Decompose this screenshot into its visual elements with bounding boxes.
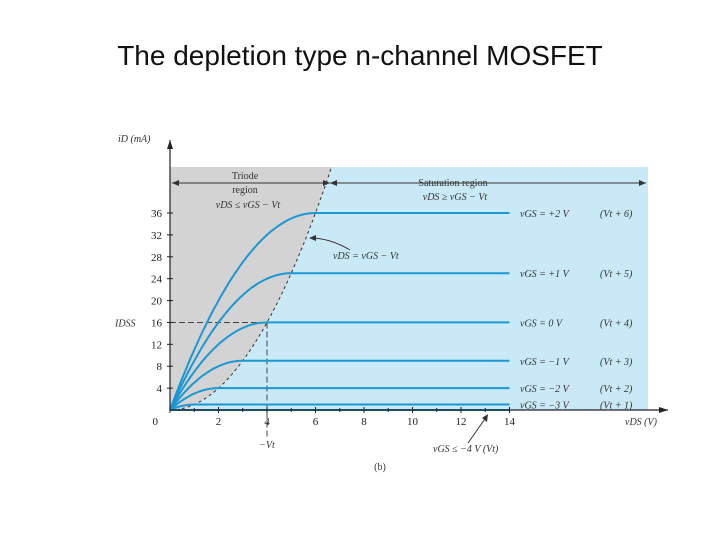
x-tick-label-6: 6 xyxy=(313,416,319,428)
chart-axes xyxy=(167,140,668,413)
y-tick-label-4: 4 xyxy=(157,383,163,395)
boundary-pointer-head xyxy=(309,235,316,241)
series-curve-3 xyxy=(169,321,510,411)
slide-title: The depletion type n-channel MOSFET xyxy=(117,40,603,71)
series-vt-label-4: (Vt + 3) xyxy=(600,357,633,368)
neg-vt-label: −Vt xyxy=(259,440,275,451)
x-axis-title: vDS (V) xyxy=(625,417,658,428)
saturation-arrowhead-right xyxy=(639,180,646,186)
y-tick-label-28: 28 xyxy=(151,252,163,264)
series-vt-label-1: (Vt + 6) xyxy=(600,209,633,220)
saturation-region xyxy=(170,167,648,410)
series-label-5: vGS = −2 V xyxy=(520,384,571,395)
y-tick-label-20: 20 xyxy=(151,296,163,308)
y-tick-label-12: 12 xyxy=(151,339,162,351)
series-curve-5 xyxy=(169,387,510,411)
series-vt-label-3: (Vt + 4) xyxy=(600,318,633,329)
x-axis-arrowhead xyxy=(659,407,668,413)
boundary-label: vDS = vGS − Vt xyxy=(333,251,399,262)
triode-label-1: Triode xyxy=(232,171,259,182)
triode-label-2: region xyxy=(232,185,258,196)
triode-arrowhead-left xyxy=(172,180,179,186)
series-vt-label-6: (Vt + 1) xyxy=(600,401,633,412)
x-tick-label-12: 12 xyxy=(456,416,467,428)
x-tick-label-10: 10 xyxy=(407,416,419,428)
saturation-label-1: Saturation region xyxy=(418,178,487,189)
triode-arrowhead-right xyxy=(323,180,330,186)
figure-caption: (b) xyxy=(374,462,386,473)
y-tick-label-8: 8 xyxy=(157,361,163,373)
y-tick-label-32: 32 xyxy=(151,230,162,242)
cutoff-label: vGS ≤ −4 V (Vt) xyxy=(433,444,499,455)
chart-labels: vGS = +2 V (Vt + 6) vGS = +1 V (Vt + 5) vGS … xyxy=(114,134,658,473)
y-tick-label-16: 16 xyxy=(151,317,163,329)
series-label-6: vGS = −3 V xyxy=(520,401,571,412)
series-label-2: vGS = +1 V xyxy=(520,269,571,280)
cutoff-pointer-head xyxy=(482,414,488,422)
x-tick-label-4: 4 xyxy=(264,416,270,428)
x-tick-label-8: 8 xyxy=(361,416,367,428)
x-tick-label-14: 14 xyxy=(504,416,516,428)
chart-guides xyxy=(169,166,646,444)
y-tick-label-24: 24 xyxy=(151,274,163,286)
y-axis-title: iD (mA) xyxy=(118,134,151,145)
series-vt-label-5: (Vt + 2) xyxy=(600,384,633,395)
series-label-4: vGS = −1 V xyxy=(520,357,571,368)
saturation-label-2: vDS ≥ vGS − Vt xyxy=(423,192,488,203)
x-tick-label-2: 2 xyxy=(216,416,222,428)
series-vt-label-2: (Vt + 5) xyxy=(600,269,633,280)
series-curve-6 xyxy=(169,403,510,411)
x-tick-label-0: 0 xyxy=(153,416,159,428)
y-axis-arrowhead xyxy=(167,140,173,149)
idss-label: IDSS xyxy=(114,318,136,329)
series-curve-4 xyxy=(169,359,510,411)
series-curve-1 xyxy=(169,212,510,411)
y-tick-label-36: 36 xyxy=(151,208,163,220)
saturation-arrowhead-left xyxy=(330,180,337,186)
series-label-3: vGS = 0 V xyxy=(520,318,564,329)
series-label-1: vGS = +2 V xyxy=(520,209,571,220)
cutoff-pointer xyxy=(467,415,488,444)
series-curve-2 xyxy=(169,272,510,411)
triode-label-3: vDS ≤ vGS − Vt xyxy=(216,200,281,211)
